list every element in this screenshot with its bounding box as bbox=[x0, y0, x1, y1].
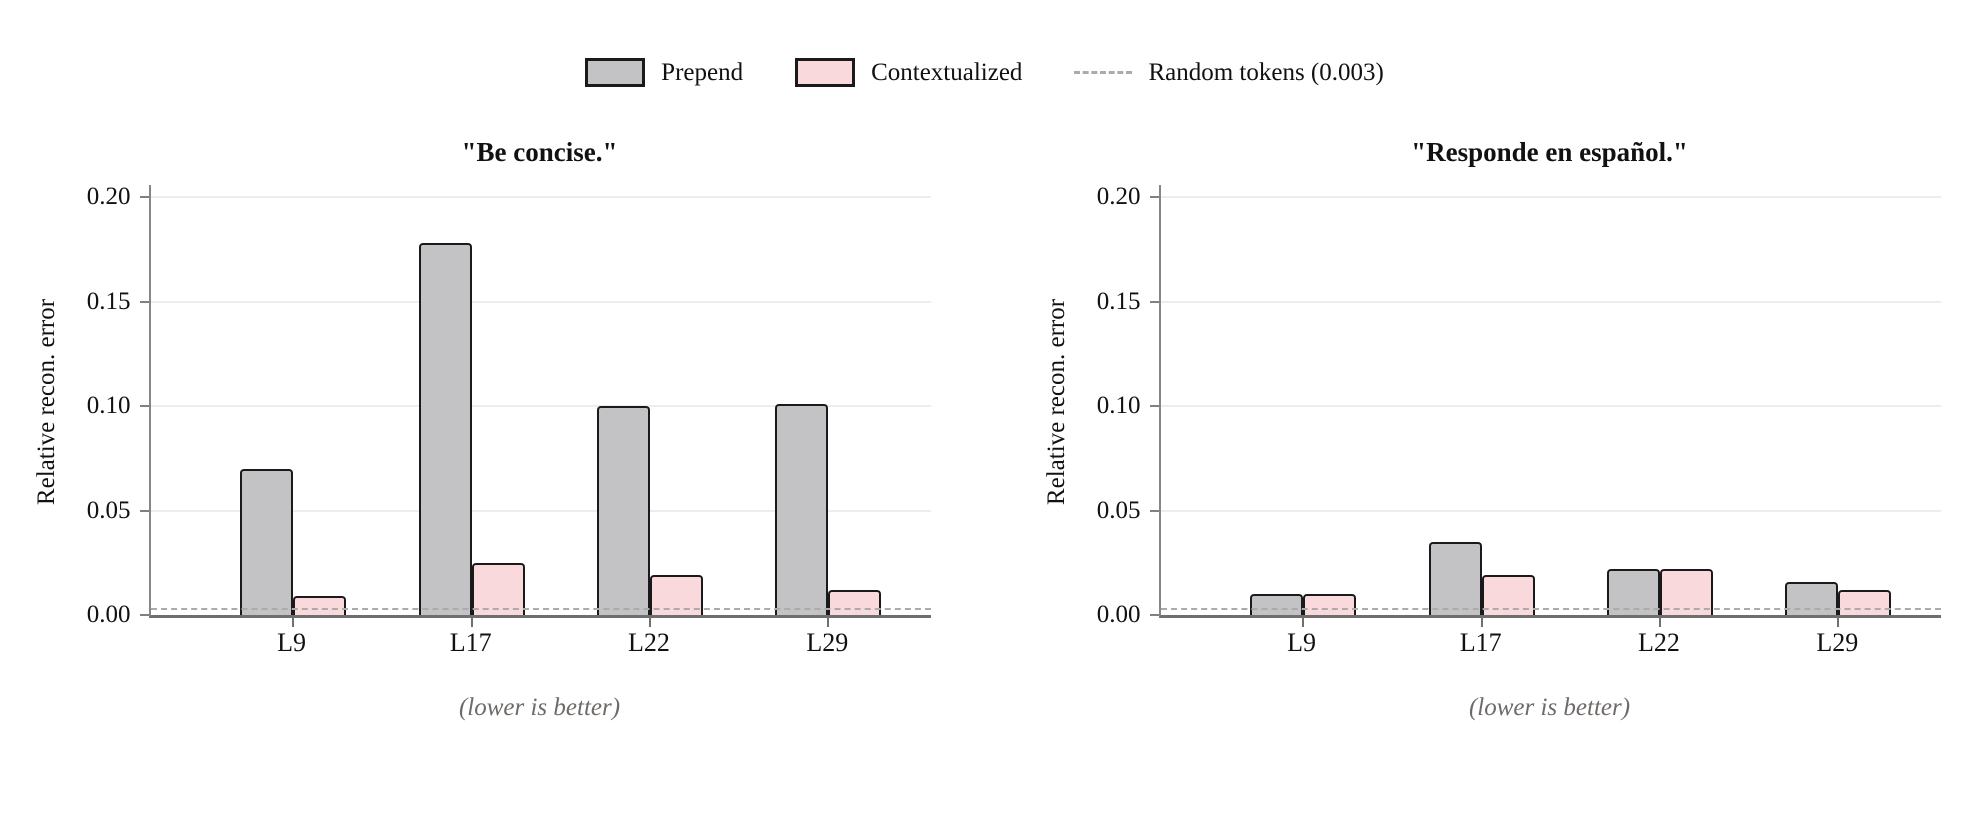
x-tick-mark bbox=[292, 618, 295, 627]
x-tick-label-l9: L9 bbox=[1287, 628, 1317, 657]
chart-be-concise: "Be concise." Relative recon. error 0.00… bbox=[29, 113, 931, 722]
y-tick-label: 0.05 bbox=[1096, 496, 1141, 524]
legend: Prepend Contextualized Random tokens (0.00… bbox=[0, 0, 1969, 87]
bar-prepend-l22 bbox=[596, 406, 650, 615]
y-tick-label: 0.00 bbox=[1096, 601, 1141, 628]
y-tick-label: 0.05 bbox=[86, 496, 131, 524]
bar-contextualized-l9 bbox=[293, 596, 347, 615]
y-axis: 0.00 0.05 0.10 0.15 0.20 bbox=[65, 183, 149, 628]
plot-area bbox=[1158, 185, 1941, 627]
bar-group-l9 bbox=[1250, 594, 1357, 615]
bar-contextualized-l22 bbox=[1659, 569, 1713, 615]
legend-item-prepend: Prepend bbox=[585, 58, 743, 87]
y-tick-mark bbox=[1149, 300, 1159, 303]
bar-contextualized-l17 bbox=[471, 562, 525, 615]
gridline bbox=[150, 405, 931, 407]
y-axis-label-column: Relative recon. error bbox=[1039, 185, 1075, 618]
bar-prepend-l9 bbox=[1250, 594, 1304, 615]
y-axis-label-column: Relative recon. error bbox=[29, 185, 65, 618]
chart-title: "Responde en español." bbox=[1411, 137, 1688, 167]
x-tick-mark bbox=[1658, 618, 1661, 627]
y-tick-mark bbox=[139, 196, 149, 198]
gridline bbox=[1160, 405, 1941, 407]
y-tick-mark bbox=[1149, 196, 1159, 198]
x-tick-mark bbox=[1480, 618, 1483, 627]
x-tick-mark bbox=[826, 618, 829, 627]
random-tokens-reference-line bbox=[1160, 607, 1941, 610]
bar-contextualized-l9 bbox=[1303, 594, 1357, 615]
y-tick-mark bbox=[1149, 614, 1159, 616]
chart-title: "Be concise." bbox=[461, 137, 618, 167]
x-tick-label-l22: L22 bbox=[628, 628, 670, 657]
gridline bbox=[150, 196, 931, 198]
y-tick-label: 0.15 bbox=[86, 287, 131, 315]
y-tick-label: 0.00 bbox=[86, 601, 131, 628]
charts-row: "Be concise." Relative recon. error 0.00… bbox=[0, 113, 1969, 722]
legend-item-random-tokens-0-003: Random tokens (0.003) bbox=[1074, 58, 1384, 87]
bar-group-l17 bbox=[418, 242, 525, 615]
y-axis-label: Relative recon. error bbox=[1042, 298, 1070, 505]
caption: (lower is better) bbox=[458, 694, 621, 721]
bar-prepend-l9 bbox=[240, 468, 294, 615]
y-tick-label: 0.10 bbox=[1096, 392, 1141, 419]
legend-label: Random tokens (0.003) bbox=[1148, 58, 1384, 86]
x-tick-label-l9: L9 bbox=[277, 628, 307, 657]
caption: (lower is better) bbox=[1468, 694, 1631, 721]
legend-swatch-contextualized-icon bbox=[795, 58, 856, 87]
bar-group-l9 bbox=[240, 468, 347, 615]
gridline bbox=[150, 300, 931, 303]
y-axis-label: Relative recon. error bbox=[32, 298, 60, 505]
x-axis: L9 L17 L22 L29 bbox=[149, 628, 931, 666]
bar-group-l17 bbox=[1428, 541, 1535, 615]
gridline bbox=[150, 509, 931, 512]
y-axis: 0.00 0.05 0.10 0.15 0.20 bbox=[1075, 183, 1159, 628]
x-axis: L9 L17 L22 L29 bbox=[1159, 628, 1941, 666]
x-tick-label-l17: L17 bbox=[1459, 628, 1502, 657]
x-tick-mark bbox=[648, 618, 651, 627]
gridline bbox=[1160, 509, 1941, 512]
x-tick-mark bbox=[1302, 618, 1305, 627]
bar-group-l29 bbox=[1784, 581, 1891, 615]
y-tick-mark bbox=[139, 405, 149, 407]
bar-contextualized-l29 bbox=[827, 589, 881, 615]
gridline bbox=[1160, 300, 1941, 303]
legend-item-contextualized: Contextualized bbox=[795, 58, 1022, 87]
legend-swatch-prepend-icon bbox=[585, 58, 646, 87]
y-tick-mark bbox=[1149, 509, 1159, 512]
bar-group-l22 bbox=[596, 406, 703, 615]
gridline bbox=[1160, 196, 1941, 198]
y-tick-mark bbox=[1149, 405, 1159, 407]
x-tick-label-l22: L22 bbox=[1638, 628, 1680, 657]
x-tick-label-l29: L29 bbox=[1816, 628, 1859, 657]
bar-prepend-l17 bbox=[1428, 541, 1482, 615]
legend-label: Prepend bbox=[661, 58, 744, 86]
chart-body: Relative recon. error 0.00 0.05 0.10 0.15 0.… bbox=[29, 183, 931, 628]
plot-area bbox=[148, 185, 931, 627]
bar-prepend-l22 bbox=[1606, 569, 1660, 615]
y-tick-label: 0.20 bbox=[86, 183, 131, 210]
chart-responde-en-espanol: "Responde en español." Relative recon. e… bbox=[1039, 113, 1941, 722]
y-tick-mark bbox=[139, 509, 149, 512]
y-tick-mark bbox=[139, 300, 149, 303]
y-tick-label: 0.10 bbox=[86, 392, 131, 419]
y-tick-mark bbox=[139, 614, 149, 616]
x-tick-mark bbox=[1836, 618, 1839, 627]
y-tick-label: 0.20 bbox=[1096, 183, 1141, 210]
bar-prepend-l17 bbox=[418, 242, 472, 615]
x-tick-label-l17: L17 bbox=[449, 628, 492, 657]
x-tick-label-l29: L29 bbox=[806, 628, 849, 657]
x-tick-mark bbox=[470, 618, 473, 627]
legend-label: Contextualized bbox=[871, 58, 1023, 86]
y-tick-label: 0.15 bbox=[1096, 287, 1141, 315]
chart-body: Relative recon. error 0.00 0.05 0.10 0.15 0.… bbox=[1039, 183, 1941, 628]
random-tokens-reference-line bbox=[150, 607, 931, 610]
legend-dashed-line-icon bbox=[1074, 71, 1133, 74]
bar-prepend-l29 bbox=[1784, 581, 1838, 615]
bar-group-l29 bbox=[774, 403, 881, 615]
bar-contextualized-l29 bbox=[1837, 589, 1891, 615]
bar-group-l22 bbox=[1606, 569, 1713, 615]
bar-prepend-l29 bbox=[774, 403, 828, 615]
